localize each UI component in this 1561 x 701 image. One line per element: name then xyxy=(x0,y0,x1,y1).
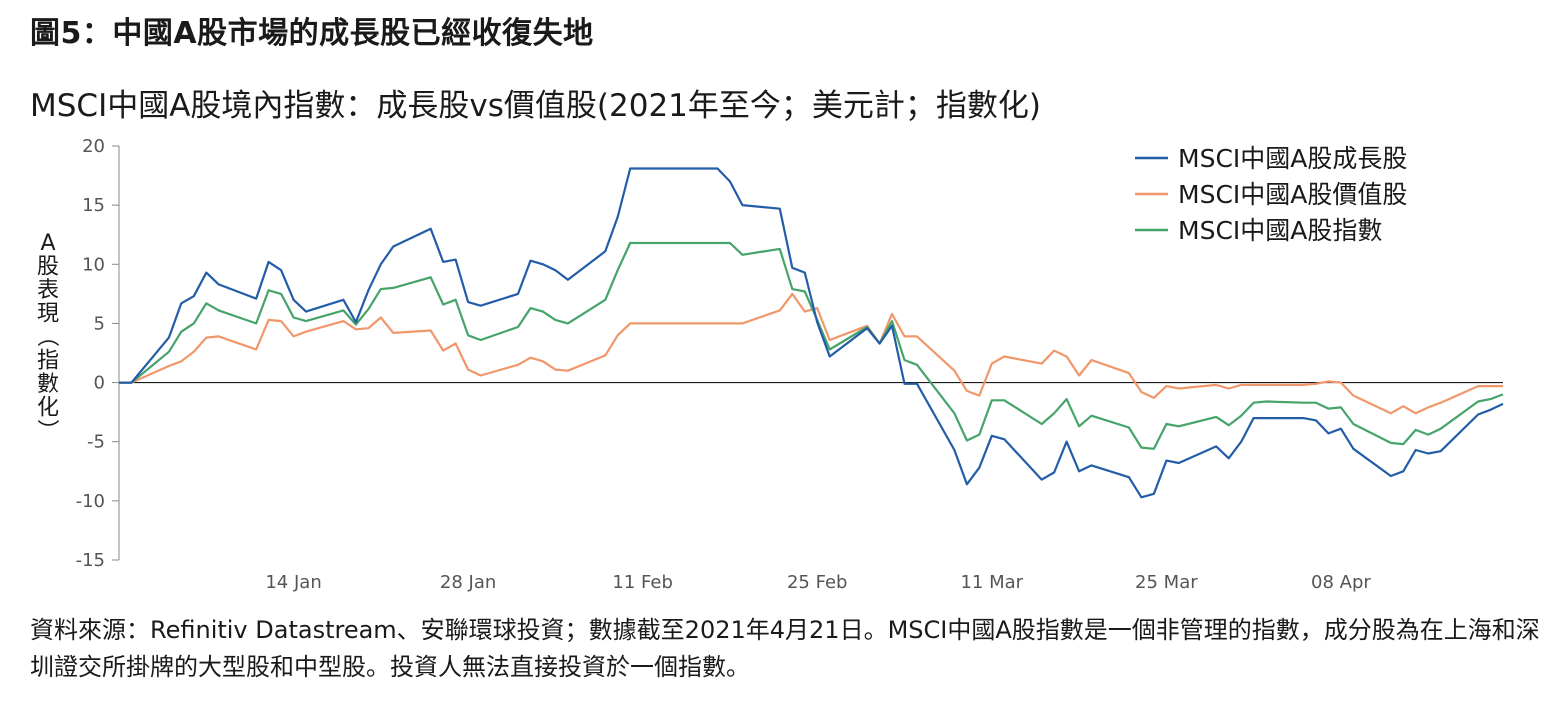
y-axis-label-char: （ xyxy=(34,325,59,347)
chart-title: MSCI中國A股境內指數：成長股vs價值股(2021年至今；美元計；指數化) xyxy=(30,88,1041,124)
y-tick-label: -5 xyxy=(87,432,105,453)
y-axis: 20 15 10 5 0 -5 -10 -15 xyxy=(76,136,1503,571)
y-axis-label-char: 股 xyxy=(37,255,59,280)
y-tick-label: 5 xyxy=(94,313,105,334)
y-axis-label-char: ） xyxy=(34,419,59,441)
x-tick-label: 25 Mar xyxy=(1135,572,1198,593)
legend: MSCI中國A股成長股 MSCI中國A股價值股 MSCI中國A股指數 xyxy=(1135,144,1407,245)
legend-label: MSCI中國A股成長股 xyxy=(1178,144,1407,173)
legend-label: MSCI中國A股指數 xyxy=(1178,216,1382,245)
x-axis: 14 Jan 28 Jan 11 Feb 25 Feb 11 Mar 25 Mar 08 A… xyxy=(265,572,1371,593)
x-tick-label: 11 Mar xyxy=(960,572,1023,593)
x-tick-label: 08 Apr xyxy=(1311,572,1371,593)
x-tick-label: 28 Jan xyxy=(440,572,496,593)
y-axis-label-char: A xyxy=(40,231,55,256)
line-chart: 20 15 10 5 0 -5 -10 -15 14 Jan 28 Jan 11 Feb 25 Fe… xyxy=(34,136,1504,593)
y-axis-label-char: 化 xyxy=(37,396,59,421)
y-axis-label-char: 數 xyxy=(37,372,59,397)
y-axis-label-char: 指 xyxy=(37,349,59,374)
y-tick-label: 20 xyxy=(82,136,105,157)
series-line-2 xyxy=(119,241,1504,450)
y-tick-label: -10 xyxy=(76,491,105,512)
x-tick-label: 14 Jan xyxy=(265,572,321,593)
y-tick-label: 15 xyxy=(82,195,105,216)
y-tick-label: 0 xyxy=(94,373,105,394)
series-layer xyxy=(119,167,1504,499)
x-tick-label: 11 Feb xyxy=(612,572,673,593)
y-axis-label-char: 現 xyxy=(37,302,59,327)
x-tick-label: 25 Feb xyxy=(787,572,848,593)
legend-label: MSCI中國A股價值股 xyxy=(1178,180,1407,209)
series-line-0 xyxy=(119,167,1504,499)
y-tick-label: 10 xyxy=(82,254,105,275)
figure-title: 圖5：中國A股市場的成長股已經收復失地 xyxy=(30,16,594,51)
source-note: 資料來源：Refinitiv Datastream、安聯環球投資；數據截至202… xyxy=(30,616,1540,681)
series-line-1 xyxy=(119,292,1503,415)
y-axis-label-char: 表 xyxy=(37,278,59,303)
y-tick-label: -15 xyxy=(76,550,105,571)
